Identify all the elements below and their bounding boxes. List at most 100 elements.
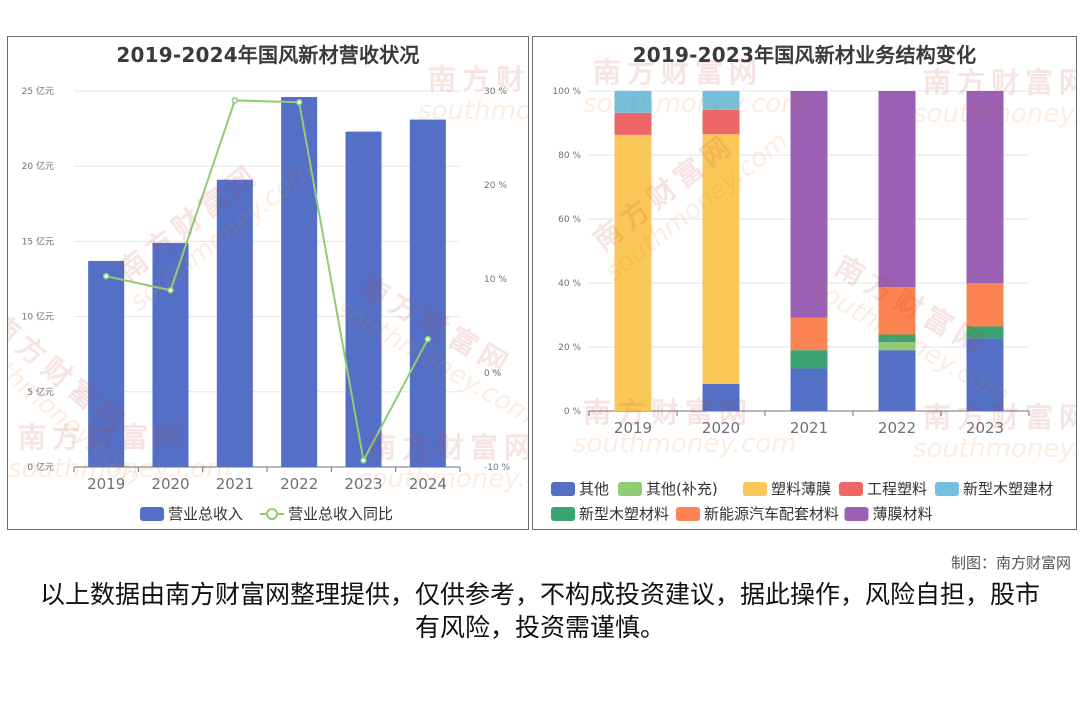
- business-structure-chart: 0 % 20 % 40 % 60 % 80 % 100 % 2019 2020 2021 2022…: [551, 56, 1077, 523]
- legend-swatch: [551, 482, 575, 496]
- stacked-segment: [790, 91, 828, 318]
- watermark-brand: 南方财富网: [923, 401, 1077, 434]
- yoy-growth-point: [102, 272, 110, 280]
- legend-label: 新能源汽车配套材料: [704, 505, 839, 523]
- stacked-segment: [702, 134, 740, 384]
- y-right-tick-label: 0 %: [484, 369, 502, 379]
- x-tick-label: 2023: [344, 475, 382, 493]
- y-left-tick-label: 10 亿元: [22, 311, 54, 323]
- yoy-growth-point: [295, 99, 303, 106]
- disclaimer-text: 以上数据由南方财富网整理提供，仅供参考，不构成投资建议，据此操作，风险自担，股市…: [40, 580, 1041, 642]
- stacked-segment: [614, 134, 652, 411]
- y-left-tick-label: 15 亿元: [22, 235, 54, 247]
- legend-label: 薄膜材料: [873, 505, 933, 523]
- watermark-domain: southmoney.com: [573, 429, 796, 459]
- legend-label: 工程塑料: [867, 480, 927, 498]
- watermark-domain: southmoney.com: [358, 464, 529, 494]
- y-left-tick-label: 0 亿元: [27, 461, 54, 473]
- y-tick-label: 100 %: [552, 87, 581, 97]
- legend-label-revenue: 营业总收入: [168, 505, 243, 523]
- legend-swatch: [844, 507, 869, 521]
- legend-swatch: [551, 507, 575, 521]
- stacked-segment: [614, 91, 652, 113]
- stacked-segment: [702, 109, 740, 135]
- revenue-bar: [345, 131, 382, 467]
- y-right-tick-label: 30 %: [484, 87, 507, 97]
- legend-swatch: [935, 482, 959, 496]
- revenue-bar: [409, 119, 446, 468]
- revenue-bar: [152, 242, 189, 467]
- legend-label: 新型木塑材料: [579, 505, 669, 523]
- y-left-tick-label: 25 亿元: [22, 85, 54, 97]
- legend-label: 其他(补充): [646, 480, 718, 498]
- x-tick-label: 2022: [878, 419, 916, 437]
- legend-label: 塑料薄膜: [771, 480, 831, 498]
- stacked-segment: [878, 334, 916, 343]
- y-right-tick-label: 10 %: [484, 275, 507, 285]
- revenue-chart: 0 亿元 5 亿元 10 亿元 15 亿元 20 亿元 25 亿元 -10 % 0 % 10 %…: [8, 63, 529, 523]
- legend-swatch: [839, 482, 863, 496]
- watermark-brand: 南方财富网: [923, 66, 1077, 99]
- watermark-domain: southmoney.com: [583, 89, 806, 119]
- y-tick-label: 0 %: [564, 407, 582, 417]
- watermark-domain: southmoney.com: [418, 96, 529, 126]
- y-left-tick-label: 5 亿元: [27, 386, 54, 398]
- x-tick-label: 2020: [151, 475, 189, 493]
- watermark-brand: 南方财富网: [583, 396, 753, 429]
- legend-label-yoy: 营业总收入同比: [288, 505, 393, 523]
- chart-credit: 制图：南方财富网: [950, 554, 1071, 572]
- y-tick-label: 80 %: [558, 151, 581, 161]
- x-tick-label: 2021: [790, 419, 828, 437]
- stacked-segment: [878, 342, 916, 351]
- x-tick-label: 2022: [280, 475, 318, 493]
- revenue-bar: [88, 260, 125, 467]
- y-left-tick-label: 20 亿元: [22, 160, 54, 172]
- yoy-growth-point: [231, 97, 239, 104]
- y-tick-label: 60 %: [558, 215, 581, 225]
- yoy-growth-point: [360, 457, 367, 464]
- yoy-growth-point: [167, 287, 174, 294]
- x-tick-label: 2023: [966, 419, 1004, 437]
- legend-swatch: [743, 482, 767, 496]
- legend-swatch: [676, 507, 700, 521]
- legend-label: 其他: [579, 480, 609, 498]
- watermark-domain: southmoney.com: [913, 434, 1077, 464]
- stacked-segment: [966, 338, 1004, 411]
- stacked-segment: [702, 383, 740, 411]
- stacked-segment: [878, 91, 916, 288]
- y-tick-label: 40 %: [558, 279, 581, 289]
- x-tick-label: 2019: [87, 475, 125, 493]
- watermark-domain: southmoney.com: [913, 99, 1077, 129]
- business-structure-chart-panel: 2019-2023年国风新材业务结构变化 0 % 20 % 40 % 60 % 80 %…: [532, 36, 1077, 530]
- x-tick-label: 2021: [216, 475, 254, 493]
- yoy-growth-line: [105, 99, 429, 464]
- legend-swatch-revenue: [140, 507, 164, 521]
- stacked-segment: [878, 350, 916, 411]
- revenue-chart-panel: 2019-2024年国风新材营收状况 0 亿元 5 亿元 10 亿元 15 亿元 20 …: [7, 36, 529, 530]
- stacked-segment: [614, 112, 652, 135]
- legend-swatch-yoy-marker: [266, 508, 278, 520]
- y-right-tick-label: -10 %: [484, 463, 511, 473]
- y-right-tick-label: 20 %: [484, 181, 507, 191]
- x-tick-label: 2019: [614, 419, 652, 437]
- stacked-segment: [966, 91, 1004, 283]
- stacked-segment: [966, 326, 1004, 339]
- stacked-segment: [790, 317, 828, 351]
- legend-label: 新型木塑建材: [963, 480, 1053, 498]
- watermark-brand: 南方财富网: [593, 56, 763, 89]
- stacked-segment: [702, 91, 740, 110]
- watermark-brand: 南方财富网: [368, 431, 529, 464]
- legend-swatch: [618, 482, 642, 496]
- yoy-growth-point: [424, 335, 432, 343]
- stacked-segment: [878, 287, 916, 335]
- watermark-brand: 南方财富网: [428, 63, 529, 96]
- business-structure-chart-title: 2019-2023年国风新材业务结构变化: [632, 43, 977, 67]
